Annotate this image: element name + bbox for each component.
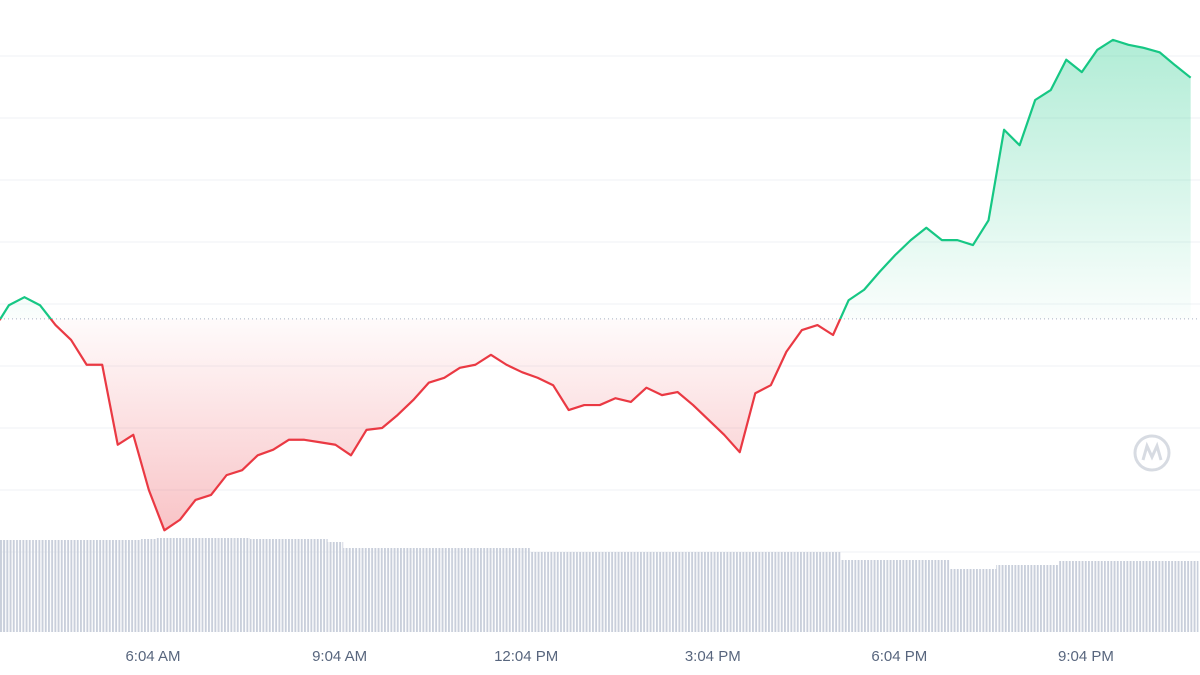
volume-bar xyxy=(374,548,390,632)
volume-bar xyxy=(716,552,732,632)
price-line xyxy=(0,38,1192,532)
volume-bar xyxy=(94,540,110,632)
volume-bar xyxy=(918,560,935,632)
volume-bar xyxy=(32,540,48,632)
volume-bar xyxy=(809,552,826,632)
volume-bar xyxy=(840,560,857,632)
volume-bar xyxy=(1011,565,1028,632)
volume-bar xyxy=(607,552,624,632)
volume-bar xyxy=(249,539,266,632)
volume-bar xyxy=(483,548,499,632)
x-tick-label: 9:04 PM xyxy=(1058,648,1114,665)
volume-bar xyxy=(623,552,639,632)
volume-bar xyxy=(560,552,577,632)
volume-bar xyxy=(1042,565,1059,632)
volume-bar xyxy=(1074,561,1090,632)
volume-bar xyxy=(934,560,950,632)
volume-bar xyxy=(514,548,530,632)
volume-bar xyxy=(312,539,328,632)
volume-bar xyxy=(1136,561,1152,632)
volume-bar xyxy=(141,539,157,632)
volume-bar xyxy=(825,552,841,632)
watermark-logo xyxy=(1133,434,1171,472)
volume-bar xyxy=(1167,561,1183,632)
volume-bar xyxy=(47,540,64,632)
volume-bar xyxy=(1089,561,1106,632)
volume-bar xyxy=(218,538,235,632)
volume-bar xyxy=(296,539,313,632)
volume-bar xyxy=(887,560,904,632)
volume-bar xyxy=(1151,561,1168,632)
volume-bar xyxy=(996,565,1012,632)
volume-bar xyxy=(576,552,593,632)
volume-bar xyxy=(685,552,701,632)
volume-bar xyxy=(16,540,33,632)
volume-bar xyxy=(638,552,655,632)
price-area xyxy=(0,39,1191,531)
volume-bar xyxy=(1,540,17,632)
volume-bar xyxy=(405,548,421,632)
volume-bar xyxy=(109,540,126,632)
volume-bar xyxy=(871,560,888,632)
volume-bar xyxy=(747,552,764,632)
x-tick-label: 12:04 PM xyxy=(494,648,558,665)
x-tick-label: 9:04 AM xyxy=(312,648,367,665)
volume-bar xyxy=(856,560,872,632)
volume-bar xyxy=(436,548,453,632)
volume-bar xyxy=(234,538,250,632)
volume-bar xyxy=(669,552,686,632)
volume-bar xyxy=(358,548,375,632)
volume-bar xyxy=(763,552,779,632)
volume-bar xyxy=(529,552,546,632)
volume-bar xyxy=(1105,561,1121,632)
x-tick-label: 6:04 PM xyxy=(871,648,927,665)
volume-bar xyxy=(498,548,515,632)
volume-bar xyxy=(778,552,795,632)
volume-bar xyxy=(654,552,670,632)
volume-bar xyxy=(1120,561,1137,632)
volume-bar xyxy=(1182,561,1199,632)
volume-bar xyxy=(452,548,468,632)
volume-bar xyxy=(389,548,406,632)
volume-bar xyxy=(592,552,608,632)
volume-bar xyxy=(327,542,344,632)
volume-bar xyxy=(545,552,561,632)
volume-bar xyxy=(903,560,919,632)
volume-bar xyxy=(1058,561,1075,632)
volume-bar xyxy=(980,569,997,632)
volume-bar xyxy=(343,548,359,632)
volume-bar xyxy=(265,539,282,632)
x-tick-label: 3:04 PM xyxy=(685,648,741,665)
volume-bar xyxy=(63,540,79,632)
volume-bar xyxy=(700,552,717,632)
volume-bar xyxy=(156,538,173,632)
volume-bar xyxy=(187,538,204,632)
volume-bar xyxy=(731,552,748,632)
volume-bar xyxy=(794,552,810,632)
x-tick-label: 6:04 AM xyxy=(125,648,180,665)
volume-bar xyxy=(949,569,966,632)
volume-bar xyxy=(420,548,437,632)
volume-bar xyxy=(203,538,219,632)
volume-bar xyxy=(172,538,188,632)
volume-bar xyxy=(125,540,142,632)
volume-bar xyxy=(1027,565,1043,632)
volume-bar xyxy=(965,569,981,632)
volume-bar xyxy=(78,540,95,632)
volume-bar xyxy=(281,539,297,632)
volume-bar xyxy=(467,548,484,632)
